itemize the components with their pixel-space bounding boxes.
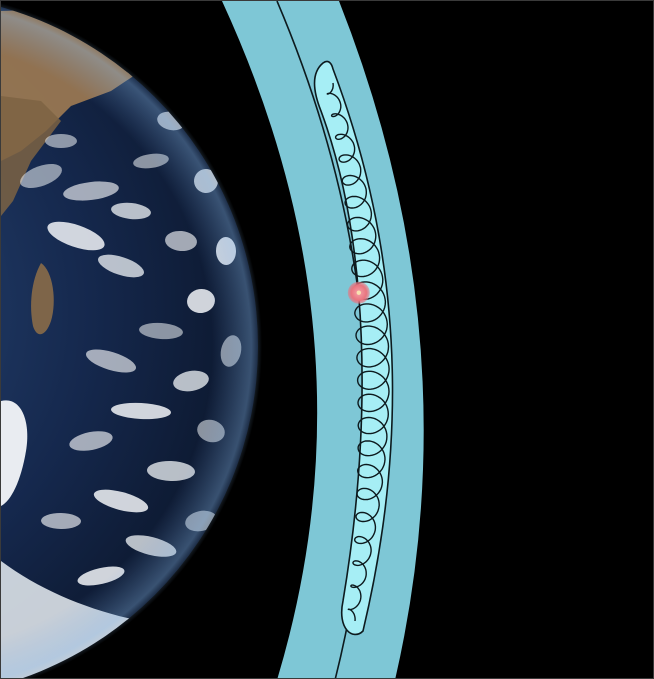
particle-marker-core: [356, 290, 361, 295]
particle-marker: [347, 281, 370, 304]
earth-globe: [1, 2, 262, 678]
particle-loop-trajectory: [326, 82, 390, 622]
earth-atmosphere-limb: [1, 2, 262, 678]
loop-trajectory-path: [326, 82, 390, 622]
